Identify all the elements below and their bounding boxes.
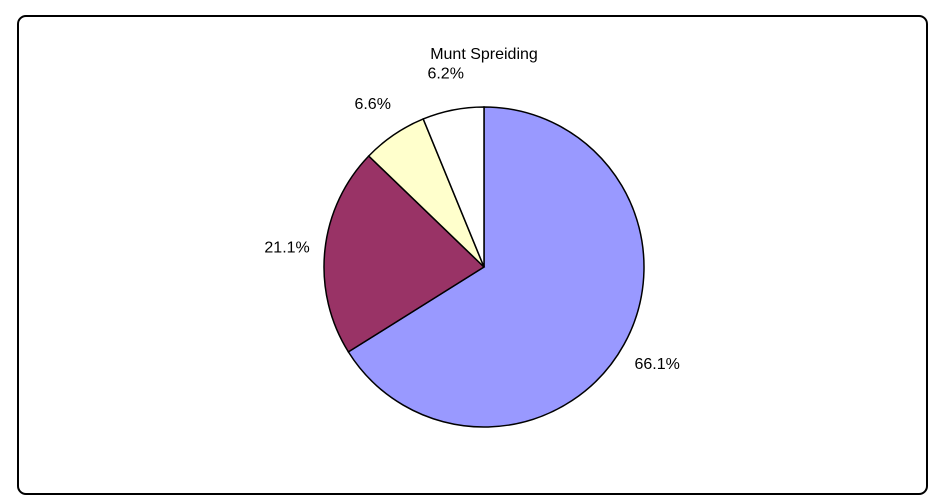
pie-chart: Munt Spreiding 66.1% 21.1% 6.6% 6.2% [264, 46, 680, 428]
data-label: 21.1% [264, 240, 309, 257]
data-label: 66.1% [635, 356, 680, 373]
data-label: 6.2% [427, 66, 463, 83]
pie-slice [323, 154, 486, 353]
chart-title: Munt Spreiding [430, 46, 538, 63]
pie-slice [422, 106, 485, 268]
pie-slice [347, 106, 645, 428]
data-label: 6.6% [354, 96, 390, 113]
